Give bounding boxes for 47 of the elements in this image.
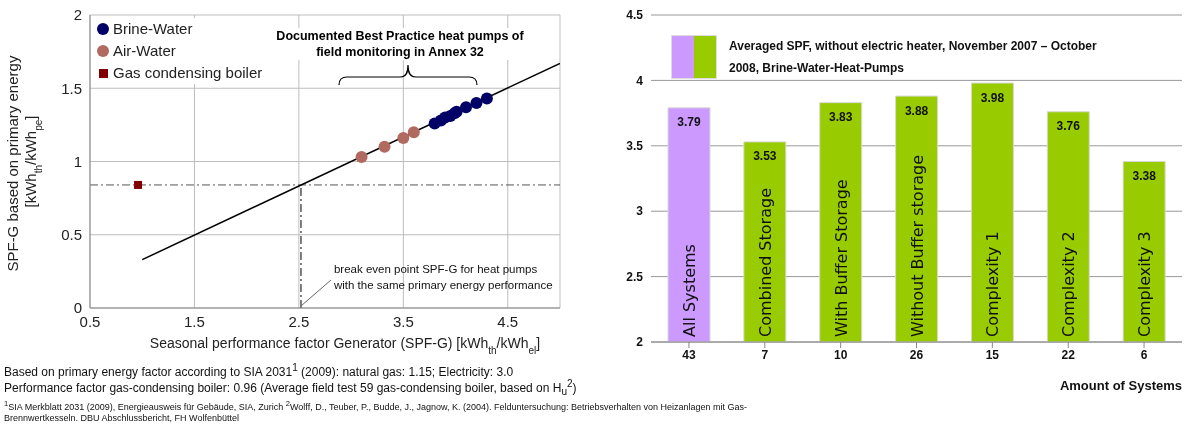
x-tick-label: 1.5: [184, 312, 205, 330]
y-tick-label: 4: [636, 73, 644, 88]
legend-label: Air-Water: [113, 41, 176, 61]
x-tick-label: 7: [761, 347, 769, 362]
annotation: All Systems: [680, 244, 699, 337]
annotation: Complexity 2: [1059, 231, 1079, 337]
data-label: 3.83: [829, 110, 853, 125]
data-label: 3.53: [753, 149, 777, 164]
x-tick-label: 6: [1140, 347, 1148, 362]
annotation: break even point SPF-G for heat pumps with the same primary energy performance: [332, 263, 553, 291]
text: Averaged SPF, without electric heater, November 2007 – October 2008, Brine-Water-Heat-Pumps: [729, 38, 1098, 77]
data-label: 3.88: [904, 103, 929, 118]
x-axis-title: Seasonal performance factor Generator (SPF-G) [kWh$_{th}$/kWh$_{el}$]: [149, 335, 541, 356]
x-tick-label: 15: [985, 347, 1000, 362]
data-label: 3.98: [980, 90, 1005, 105]
legend-label: Brine-Water: [113, 19, 193, 39]
y-tick-label: 4.5: [626, 8, 644, 23]
y-tick-label: 1.5: [61, 79, 82, 97]
data-label: 3.79: [677, 115, 701, 130]
x-tick-label: 3.5: [392, 312, 414, 330]
text: Performance factor gas-condensing boiler: 0.96 (Average field test 59 gas-condensing boiler, based on H$_{u}$$^{2}$): [4, 378, 578, 398]
annotation: Documented Best Practice heat pumps of field monitoring in Annex 32: [275, 28, 525, 60]
data-label: 3.76: [1056, 119, 1081, 134]
y-tick-label: 1: [73, 152, 82, 170]
y-tick-label: 0.5: [61, 226, 82, 244]
y-tick-label: 0: [73, 299, 82, 317]
data-label: 3.38: [1132, 169, 1157, 184]
x-axis-title: Amount of Systems: [1059, 378, 1182, 393]
x-tick-label: 10: [833, 347, 848, 362]
text: Based on primary energy factor according to SIA 2031$^{1}$ (2009): natural gas: 1.15; Electricity: 3.0: [4, 362, 514, 379]
x-tick-label: 43: [682, 347, 696, 362]
annotation: Combined Storage: [755, 188, 775, 337]
legend-label: Gas condensing boiler: [113, 63, 263, 83]
x-tick-label: 26: [909, 347, 924, 362]
y-tick-label: 2: [73, 6, 82, 24]
annotation: Without Buffer storage: [907, 154, 927, 337]
annotation: Complexity 3: [1135, 231, 1155, 337]
y-tick-label: 2.5: [626, 269, 644, 284]
y-tick-label: 3.5: [626, 139, 644, 154]
x-tick-label: 4.5: [497, 312, 519, 330]
y-tick-label: 2: [636, 335, 644, 350]
x-tick-label: 2.5: [288, 312, 310, 330]
x-tick-label: 22: [1061, 347, 1076, 362]
annotation: Complexity 1: [983, 231, 1003, 337]
y-tick-label: 3: [636, 204, 644, 219]
annotation: With Buffer Storage: [831, 179, 851, 337]
text: $^{1}$SIA Merkblatt 2031 (2009), Energieausweis für Gebäude, SIA, Zurich $^{2}$Wolff, D., Teuber, P., Budde, J., Jagnow, K. (2004). Felduntersuchung: Betriebsverhalten von Heizanlagen mit Gas-Brennwertkesseln. DBU Abschlussbericht, FH Wolfenbüttel: [4, 399, 748, 423]
